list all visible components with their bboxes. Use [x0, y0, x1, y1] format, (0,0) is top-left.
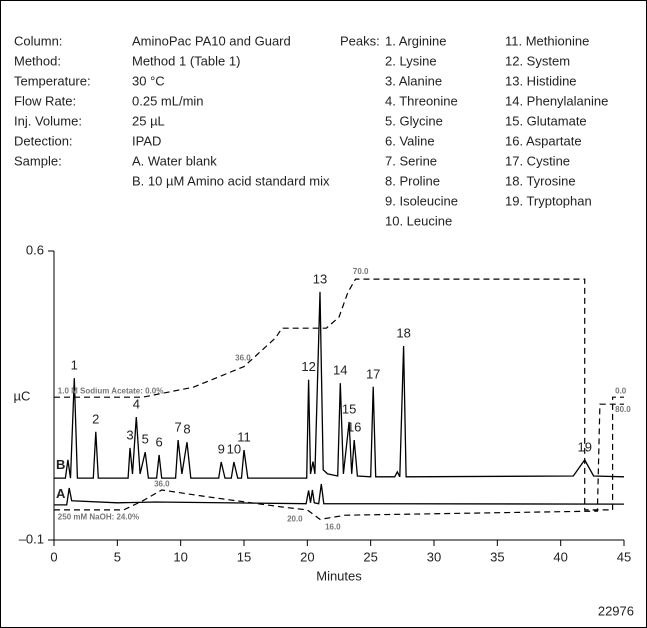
annotation: 70.0	[353, 267, 369, 276]
peak-label: 1	[71, 358, 78, 373]
gradient-line	[54, 403, 624, 521]
x-tick-label: 15	[237, 549, 251, 564]
peak-name: 17. Cystine	[505, 153, 570, 168]
peak-label: 15	[342, 401, 356, 416]
peak-label: 16	[347, 420, 361, 435]
peak-label: 10	[227, 441, 241, 456]
method-label: Sample:	[14, 153, 62, 168]
peak-label: 17	[366, 366, 380, 381]
method-value: 25 µL	[132, 113, 165, 128]
x-axis-label: Minutes	[316, 568, 362, 583]
peak-name: 15. Glutamate	[505, 113, 587, 128]
annotation: 0.0	[615, 386, 627, 395]
method-label: Inj. Volume:	[14, 113, 82, 128]
peak-label: 11	[237, 429, 251, 444]
peak-label: 4	[133, 396, 140, 411]
peak-name: 10. Leucine	[385, 213, 452, 228]
x-tick-label: 0	[50, 549, 57, 564]
trace	[54, 483, 625, 506]
trace-label: A	[56, 486, 66, 501]
x-tick-label: 40	[553, 549, 567, 564]
peak-label: 7	[175, 420, 182, 435]
method-value: A. Water blank	[132, 153, 217, 168]
annotation: 36.0	[235, 353, 251, 362]
method-value: AminoPac PA10 and Guard	[132, 33, 291, 48]
peak-name: 16. Aspartate	[505, 133, 582, 148]
method-value: Method 1 (Table 1)	[132, 53, 240, 68]
annotation: 80.0	[615, 405, 631, 414]
method-label: Detection:	[14, 133, 73, 148]
peak-name: 19. Tryptophan	[505, 193, 592, 208]
x-tick-label: 5	[114, 549, 121, 564]
y-axis-label: µC	[14, 388, 31, 403]
y-tick-label: –0.1	[19, 531, 44, 546]
method-value: 0.25 mL/min	[132, 93, 204, 108]
peak-label: 13	[313, 271, 327, 286]
peak-name: 8. Proline	[385, 173, 440, 188]
method-value: B. 10 µM Amino acid standard mix	[132, 173, 330, 188]
peak-name: 12. System	[505, 53, 570, 68]
peak-label: 8	[183, 422, 190, 437]
peak-label: 9	[218, 441, 225, 456]
x-tick-label: 35	[490, 549, 504, 564]
peak-name: 18. Tyrosine	[505, 173, 576, 188]
peak-name: 14. Phenylalanine	[505, 93, 608, 108]
figure-id: 22976	[598, 603, 634, 618]
x-tick-label: 45	[617, 549, 631, 564]
peak-name: 9. Isoleucine	[385, 193, 458, 208]
x-tick-label: 10	[173, 549, 187, 564]
peak-label: 14	[333, 363, 347, 378]
method-label: Method:	[14, 53, 61, 68]
peak-label: 12	[301, 359, 315, 374]
trace-label: B	[56, 457, 65, 472]
peak-name: 11. Methionine	[505, 33, 589, 48]
peak-name: 7. Serine	[385, 153, 437, 168]
method-label: Flow Rate:	[14, 93, 76, 108]
peak-name: 2. Lysine	[385, 53, 437, 68]
annotation: 36.0	[154, 479, 170, 488]
peak-name: 1. Arginine	[385, 33, 446, 48]
method-label: Column:	[14, 33, 62, 48]
x-tick-label: 20	[300, 549, 314, 564]
method-value: 30 °C	[132, 73, 165, 88]
annotation: 16.0	[325, 523, 341, 532]
annotation: 20.0	[287, 514, 303, 523]
gradient-line	[54, 278, 624, 511]
peak-label: 5	[142, 431, 149, 446]
method-label: Temperature:	[14, 73, 91, 88]
peak-label: 18	[396, 325, 410, 340]
y-tick-label: 0.6	[26, 242, 44, 257]
peaks-title: Peaks:	[340, 33, 380, 48]
x-tick-label: 25	[363, 549, 377, 564]
peak-label: 2	[92, 411, 99, 426]
peak-label: 19	[577, 439, 591, 454]
annotation: 1.0 M Sodium Acetate: 0.0%	[58, 386, 164, 395]
trace	[54, 291, 625, 479]
peak-name: 4. Threonine	[385, 93, 458, 108]
x-tick-label: 30	[427, 549, 441, 564]
peak-label: 6	[156, 434, 163, 449]
peak-name: 6. Valine	[385, 133, 435, 148]
annotation: 250 mM NaOH: 24.0%	[58, 512, 139, 521]
peak-name: 3. Alanine	[385, 73, 442, 88]
peak-label: 3	[126, 427, 133, 442]
peak-name: 5. Glycine	[385, 113, 443, 128]
method-value: IPAD	[132, 133, 161, 148]
peak-name: 13. Histidine	[505, 73, 577, 88]
